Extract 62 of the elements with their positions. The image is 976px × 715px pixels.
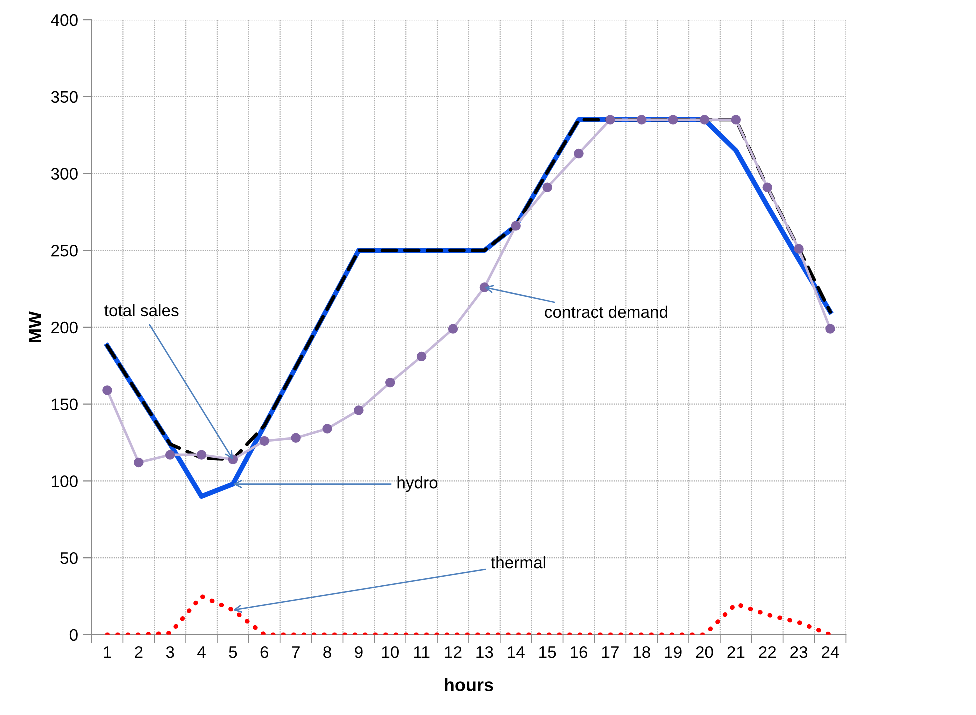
point bbox=[354, 406, 364, 416]
x-tick-label: 17 bbox=[602, 646, 619, 658]
annotation: total sales bbox=[104, 304, 179, 317]
y-tick-label: 0 bbox=[70, 629, 78, 642]
line-series bbox=[105, 594, 833, 635]
x-tick-label: 5 bbox=[229, 646, 238, 658]
y-tick-label: 350 bbox=[51, 91, 78, 104]
x-tick-label: 12 bbox=[445, 646, 462, 658]
point bbox=[762, 182, 772, 192]
y-tick-label: 300 bbox=[51, 168, 78, 180]
y-tick-label: 100 bbox=[52, 476, 78, 488]
point bbox=[574, 148, 584, 159]
y-tick-label: 400 bbox=[51, 14, 78, 26]
x-tick-label: 19 bbox=[665, 646, 682, 658]
point bbox=[416, 352, 427, 362]
point bbox=[668, 115, 678, 125]
point bbox=[448, 324, 458, 334]
x-tick-label: 9 bbox=[355, 646, 363, 658]
point bbox=[700, 115, 710, 125]
x-tick-label: 23 bbox=[790, 646, 808, 658]
x-tick-label: 13 bbox=[476, 646, 494, 658]
x-tick-label: 11 bbox=[414, 646, 430, 658]
y-axis-title: MW bbox=[29, 311, 42, 342]
point bbox=[794, 244, 804, 254]
x-tick-label: 20 bbox=[696, 646, 714, 658]
point bbox=[322, 424, 332, 434]
x-tick-label: 10 bbox=[382, 646, 399, 658]
y-tick-label: 150 bbox=[52, 398, 78, 411]
x-tick-label: 24 bbox=[822, 646, 840, 658]
x-tick-label: 14 bbox=[508, 646, 525, 658]
y-tick-label: 200 bbox=[52, 322, 78, 334]
annotation: contract demand bbox=[545, 306, 668, 318]
point bbox=[511, 221, 521, 231]
x-tick-label: 7 bbox=[292, 646, 300, 658]
point bbox=[102, 386, 112, 396]
point bbox=[260, 436, 270, 446]
point bbox=[196, 450, 207, 460]
point bbox=[291, 433, 301, 444]
point bbox=[542, 182, 552, 192]
x-tick-label: 1 bbox=[104, 646, 112, 658]
x-tick-label: 22 bbox=[759, 646, 776, 658]
x-tick-label: 3 bbox=[166, 646, 174, 658]
point bbox=[826, 324, 836, 334]
x-tick-label: 8 bbox=[324, 646, 332, 658]
y-tick-label: 50 bbox=[60, 552, 78, 564]
x-tick-label: 2 bbox=[135, 646, 143, 658]
point bbox=[165, 450, 176, 460]
x-tick-label: 15 bbox=[540, 646, 556, 658]
x-tick-label: 21 bbox=[728, 646, 745, 658]
y-tick-label: 250 bbox=[52, 245, 78, 257]
x-tick-label: 18 bbox=[634, 646, 650, 658]
point bbox=[386, 378, 396, 388]
x-axis-title: hours bbox=[445, 678, 494, 692]
point bbox=[637, 115, 647, 125]
point bbox=[731, 115, 742, 125]
x-tick-label: 6 bbox=[260, 646, 269, 658]
point bbox=[134, 458, 144, 468]
annotation: hydro bbox=[398, 476, 438, 492]
annotation: thermal bbox=[491, 556, 546, 569]
x-tick-label: 4 bbox=[198, 646, 206, 658]
x-tick-label: 16 bbox=[570, 646, 588, 658]
point bbox=[606, 115, 616, 125]
